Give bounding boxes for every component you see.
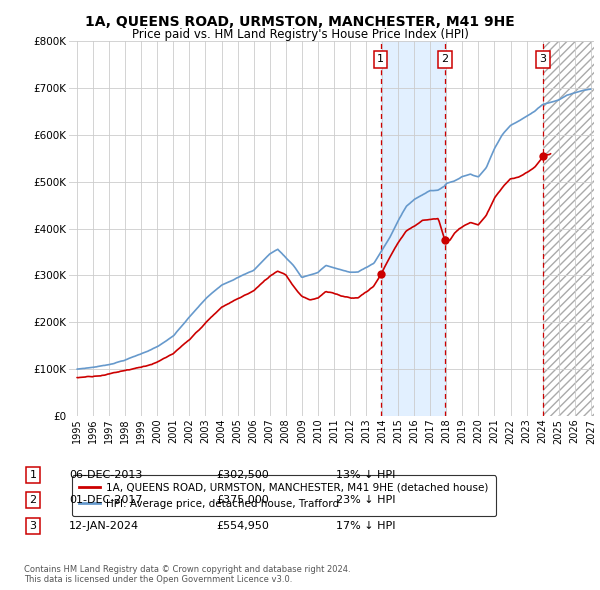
Text: 06-DEC-2013: 06-DEC-2013 (69, 470, 142, 480)
Text: 1: 1 (377, 54, 384, 64)
Text: £302,500: £302,500 (216, 470, 269, 480)
Text: 17% ↓ HPI: 17% ↓ HPI (336, 521, 395, 530)
Text: 1: 1 (29, 470, 37, 480)
Text: £554,950: £554,950 (216, 521, 269, 530)
Text: 3: 3 (539, 54, 547, 64)
Text: 13% ↓ HPI: 13% ↓ HPI (336, 470, 395, 480)
Text: £375,000: £375,000 (216, 496, 269, 505)
Bar (381, 41, 445, 416)
Text: 12-JAN-2024: 12-JAN-2024 (69, 521, 139, 530)
Text: 23% ↓ HPI: 23% ↓ HPI (336, 496, 395, 505)
Text: 2: 2 (442, 54, 449, 64)
Text: Contains HM Land Registry data © Crown copyright and database right 2024.
This d: Contains HM Land Registry data © Crown c… (24, 565, 350, 584)
Legend: 1A, QUEENS ROAD, URMSTON, MANCHESTER, M41 9HE (detached house), HPI: Average pri: 1A, QUEENS ROAD, URMSTON, MANCHESTER, M4… (71, 476, 496, 516)
Text: 2: 2 (29, 496, 37, 505)
Text: 3: 3 (29, 521, 37, 530)
Text: 01-DEC-2017: 01-DEC-2017 (69, 496, 143, 505)
Text: 1A, QUEENS ROAD, URMSTON, MANCHESTER, M41 9HE: 1A, QUEENS ROAD, URMSTON, MANCHESTER, M4… (85, 15, 515, 30)
Text: Price paid vs. HM Land Registry's House Price Index (HPI): Price paid vs. HM Land Registry's House … (131, 28, 469, 41)
Bar (543, 41, 594, 416)
